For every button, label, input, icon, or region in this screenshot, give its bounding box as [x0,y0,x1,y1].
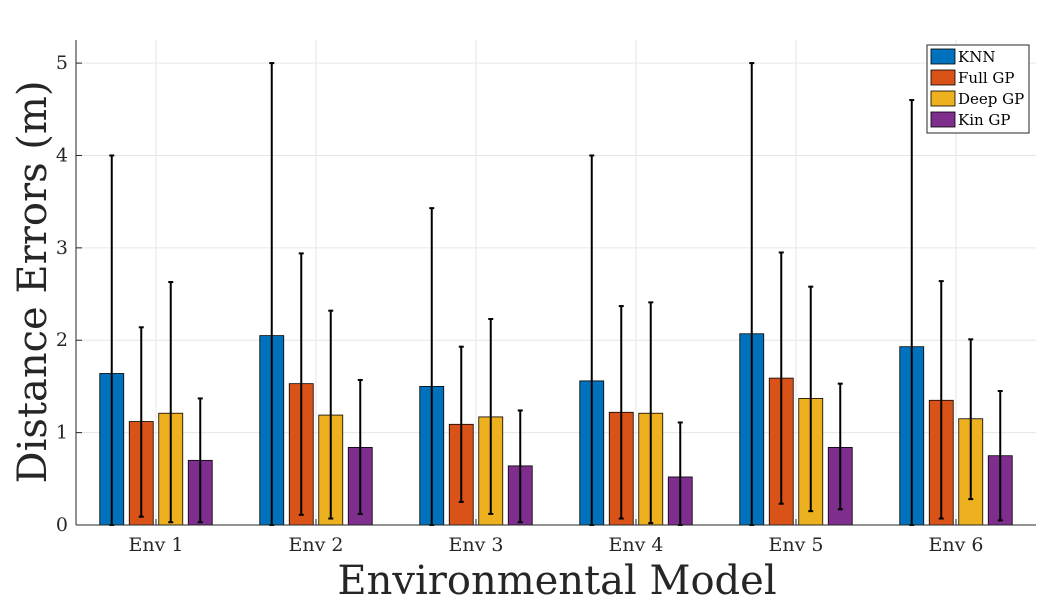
x-tick-label: Env 5 [769,534,824,556]
bars [99,333,1013,526]
legend-swatch [930,90,956,107]
legend: KNN Full GP Deep GP Kin GP [926,44,1030,134]
legend-swatch [930,69,956,86]
x-axis-title: Environmental Model [337,558,776,603]
grid [76,40,1036,525]
y-tick-label: 5 [56,52,68,74]
legend-swatch [930,48,956,65]
y-tick-label: 1 [56,422,68,444]
legend-label: KNN [958,48,995,66]
y-axis-title: Distance Errors (m) [10,81,56,484]
legend-label: Kin GP [958,111,1011,129]
axes [75,40,1036,526]
error-bars [109,62,1003,526]
legend-swatch [930,111,956,128]
x-tick-label: Env 6 [929,534,984,556]
x-tick-label: Env 4 [609,534,664,556]
y-tick-label: 2 [56,329,68,351]
x-tick-label: Env 3 [449,534,504,556]
legend-label: Deep GP [958,90,1024,108]
y-tick-label: 0 [56,514,68,536]
y-tick-label: 3 [56,237,68,259]
y-tick-label: 4 [56,144,68,166]
x-tick-label: Env 1 [129,534,184,556]
legend-label: Full GP [958,69,1015,87]
tick-labels: 0 1 2 3 4 5 Env 1 Env 2 Env 3 Env 4 Env 5 Env 6 [56,52,984,556]
x-tick-label: Env 2 [289,534,344,556]
